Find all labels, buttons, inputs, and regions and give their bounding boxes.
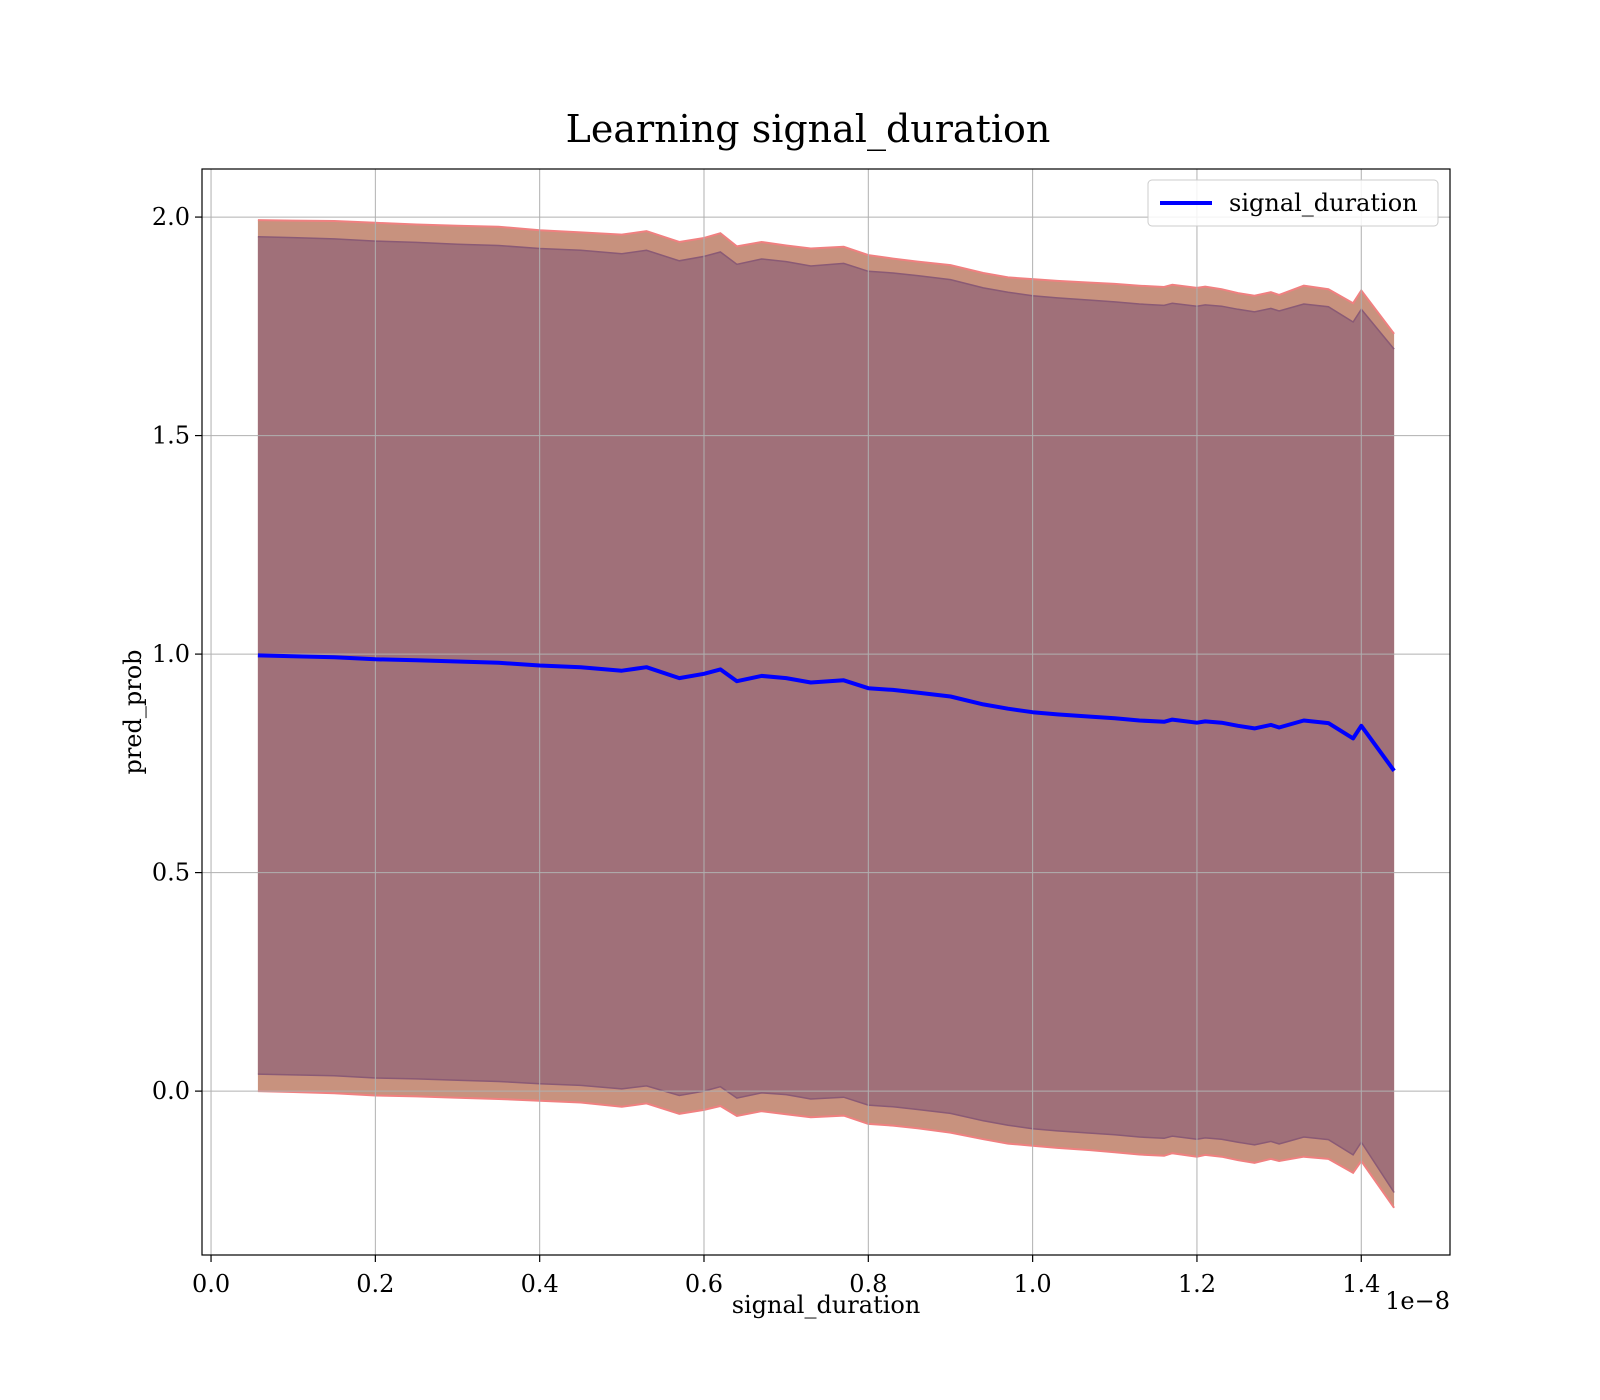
x-tick-label: 1.2 [1178,1270,1216,1298]
x-axis-offset-label: 1e−8 [1385,1287,1450,1315]
axes-frame [201,168,1451,1256]
chart-title: Learning signal_duration [566,107,1051,152]
legend-entry-signal-duration: signal_duration [1229,189,1418,217]
x-axis-ticks: 0.0 0.2 0.4 0.6 0.8 1.0 1.2 1.4 [192,1255,1380,1298]
y-tick-label: 1.5 [152,422,190,450]
y-tick-label: 0.5 [152,859,190,887]
x-tick-label: 0.2 [356,1270,394,1298]
grid-layer [202,169,1450,1255]
x-tick-label: 0.0 [192,1270,230,1298]
plot-area [201,168,1451,1256]
x-tick-label: 0.6 [685,1270,723,1298]
x-axis-label: signal_duration [732,1291,921,1319]
y-axis-ticks: 0.0 0.5 1.0 1.5 2.0 [152,203,202,1105]
y-tick-label: 0.0 [152,1077,190,1105]
series-line-signal-duration [257,653,1396,772]
x-tick-label: 0.4 [521,1270,559,1298]
inner-band [257,236,1395,1193]
y-tick-label: 2.0 [152,203,190,231]
band-layer [257,219,1395,1209]
line-layer [257,653,1396,772]
x-tick-label: 1.0 [1014,1270,1052,1298]
legend-box [1147,179,1439,227]
inner-band-lower-edge [257,1073,1395,1193]
inner-band-upper-edge [257,235,1395,350]
x-tick-label: 1.4 [1342,1270,1380,1298]
outer-band-upper-edge [257,219,1395,335]
legend: signal_duration [1147,179,1439,227]
y-axis-label: pred_prob [119,649,147,774]
x-tick-label: 0.8 [849,1270,887,1298]
outer-band-lower-edge [257,1090,1395,1209]
y-tick-label: 1.0 [152,640,190,668]
